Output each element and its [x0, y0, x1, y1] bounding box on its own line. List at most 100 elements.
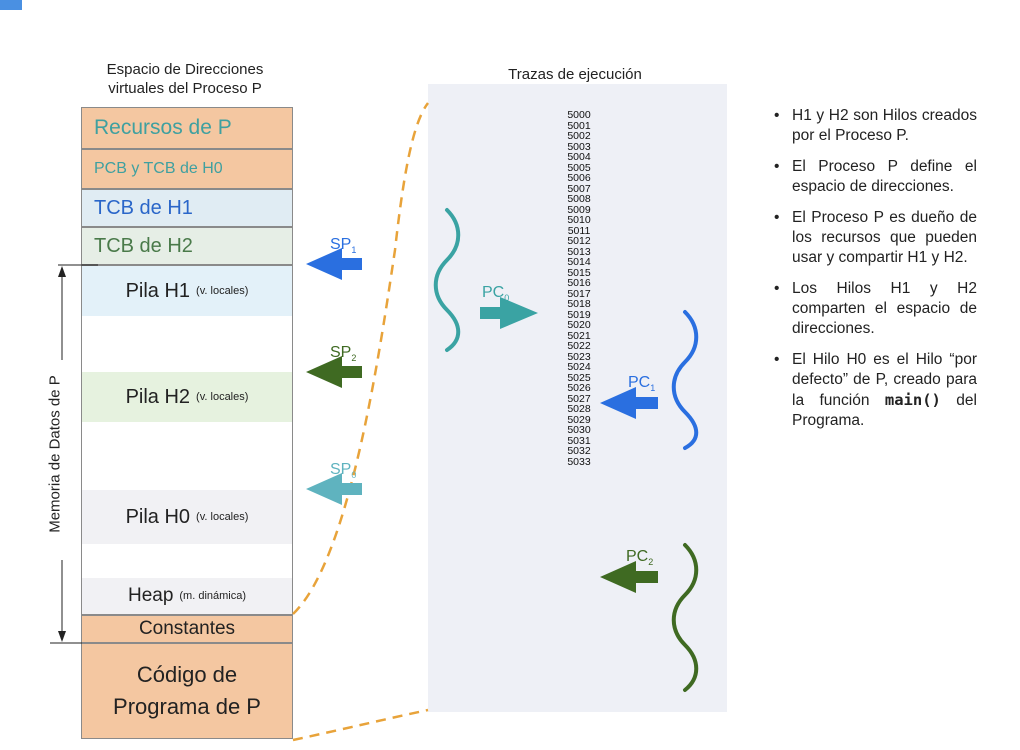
address-space-title-line1: Espacio de Direcciones	[106, 61, 264, 78]
bullet-item: Los Hilos H1 y H2 comparten el espacio d…	[772, 279, 977, 339]
bullet-main-after: del Programa.	[792, 392, 977, 429]
heap-label: Heap	[127, 585, 174, 606]
sp1-arrow-icon	[306, 248, 362, 280]
stack-h0-note: (v. locales)	[196, 511, 249, 523]
trace-address: 5009	[567, 203, 591, 216]
dashed-connector-bottom	[292, 708, 429, 742]
segment-codigo-line1: Código de	[136, 662, 238, 687]
trace-address: 5008	[567, 193, 591, 205]
trace-address: 5014	[567, 256, 591, 268]
trace-address: 5006	[567, 172, 591, 184]
trace-address: 5000	[567, 109, 591, 121]
thread-h1-squiggle-icon	[671, 310, 699, 450]
bullet-list: H1 y H2 son Hilos creados por el Proceso…	[772, 106, 977, 442]
bullet-main-before: El Hilo H0 es el Hilo “por defecto” de P…	[792, 351, 977, 409]
trace-address: 5012	[567, 235, 591, 247]
trace-address: 5024	[567, 361, 591, 373]
pc1-label: PC1	[628, 374, 655, 393]
trace-address: 5019	[567, 308, 591, 321]
bullet-item-main: El Hilo H0 es el Hilo “por defecto” de P…	[772, 350, 977, 431]
segment-codigo-line2: Programa de P	[113, 694, 261, 719]
pc2-sub: 2	[648, 557, 654, 568]
heap-segment: Heap (m. dinámica)	[82, 578, 292, 614]
segment-recursos: Recursos de P	[81, 107, 293, 149]
sp2-label: SP2	[330, 344, 356, 363]
sp1-text: SP	[330, 236, 352, 253]
trace-address: 5023	[567, 350, 591, 363]
pc1-sub: 1	[650, 383, 656, 394]
sp2-arrow-icon	[306, 356, 362, 388]
trace-address: 5029	[567, 413, 591, 426]
sp0-label: SP0	[330, 461, 356, 480]
segment-codigo: Código de Programa de P	[81, 643, 293, 739]
sp2-sub: 2	[351, 353, 357, 364]
sp0-arrow-icon	[306, 473, 362, 505]
trace-address: 5002	[567, 130, 591, 142]
pc0-arrow-icon	[480, 297, 538, 329]
stack-h0-label: Pila H0	[125, 505, 191, 528]
stack-h1-label: Pila H1	[125, 279, 191, 302]
trace-address: 5028	[567, 403, 591, 415]
trace-address: 5016	[567, 277, 591, 289]
pc2-arrow-icon	[600, 561, 658, 593]
address-space-title: Espacio de Direcciones virtuales del Pro…	[60, 60, 310, 98]
trace-address: 5004	[567, 151, 591, 163]
trace-address: 5022	[567, 340, 591, 352]
pc0-label: PC0	[482, 284, 509, 303]
segment-data-memory	[81, 265, 293, 615]
trace-address: 5001	[567, 119, 591, 132]
heap-note: (m. dinámica)	[179, 590, 247, 602]
dashed-connector-top	[292, 102, 429, 615]
bullet-item: El Proceso P define el espacio de direcc…	[772, 157, 977, 197]
data-memory-bracket	[50, 264, 98, 644]
trace-address: 5031	[567, 434, 591, 447]
trace-address: 5018	[567, 298, 591, 310]
pc2-label: PC2	[626, 548, 653, 567]
trace-address: 5026	[567, 382, 591, 394]
stack-h1-note: (v. locales)	[196, 285, 249, 297]
address-list: 5000 5001 5002 5003 5004 5005 5006 5007 5008 5009…	[555, 110, 603, 467]
trace-address: 5027	[567, 392, 591, 405]
stack-h1: Pila H1 (v. locales)	[82, 266, 292, 316]
sp1-sub: 1	[351, 245, 357, 256]
sp0-sub: 0	[351, 470, 357, 481]
trace-address: 5007	[567, 182, 591, 195]
bullet-item: H1 y H2 son Hilos creados por el Proceso…	[772, 106, 977, 146]
trace-address: 5003	[567, 140, 591, 153]
address-space-title-line2: virtuales del Proceso P	[108, 80, 262, 97]
trace-address: 5020	[567, 319, 591, 331]
thread-h2-squiggle-icon	[671, 543, 699, 692]
trace-address: 5011	[567, 224, 591, 237]
thread-h0-squiggle-icon	[433, 208, 461, 352]
sp1-label: SP1	[330, 236, 356, 255]
stack-h2-note: (v. locales)	[196, 391, 249, 403]
trace-address: 5032	[567, 445, 591, 457]
stack-h0: Pila H0 (v. locales)	[82, 490, 292, 544]
trace-address: 5010	[567, 214, 591, 226]
pc0-text: PC	[482, 284, 505, 301]
trace-address: 5015	[567, 266, 591, 279]
pc1-arrow-icon	[600, 387, 658, 419]
pc2-text: PC	[626, 548, 649, 565]
trace-title: Trazas de ejecución	[508, 66, 642, 83]
segment-tcb-h2: TCB de H2	[81, 227, 293, 265]
segment-tcb-h1: TCB de H1	[81, 189, 293, 227]
sp0-text: SP	[330, 461, 352, 478]
trace-address: 5017	[567, 287, 591, 300]
trace-address: 5005	[567, 161, 591, 174]
trace-address: 5033	[567, 455, 591, 468]
segment-constantes: Constantes	[81, 615, 293, 643]
stack-h2-label: Pila H2	[125, 385, 191, 408]
sp2-text: SP	[330, 344, 352, 361]
bullet-item: El Proceso P es dueño de los recursos qu…	[772, 208, 977, 268]
corner-accent	[0, 0, 22, 10]
pc0-sub: 0	[504, 293, 510, 304]
trace-address: 5025	[567, 371, 591, 384]
trace-address: 5021	[567, 329, 591, 342]
data-memory-label: Memoria de Datos de P	[46, 371, 64, 537]
pc1-text: PC	[628, 374, 651, 391]
segment-pcb-tcb-h0: PCB y TCB de H0	[81, 149, 293, 189]
stack-h2: Pila H2 (v. locales)	[82, 372, 292, 422]
trace-address: 5013	[567, 245, 591, 258]
